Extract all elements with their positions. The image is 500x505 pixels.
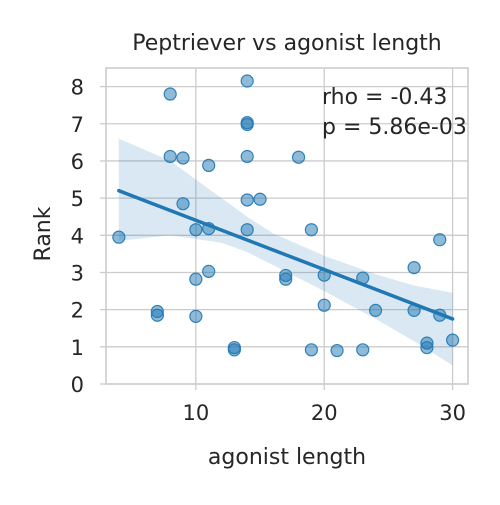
- data-point: [330, 343, 344, 358]
- data-point: [240, 149, 254, 164]
- data-point: [433, 233, 447, 247]
- y-tick-label: 8: [71, 76, 84, 100]
- plot-frame: [105, 67, 469, 385]
- data-point: [189, 272, 203, 286]
- y-tick-label: 0: [71, 373, 84, 397]
- data-point: [291, 150, 306, 164]
- rho-annotation: rho = -0.43: [322, 85, 447, 110]
- y-tick-label: 6: [71, 150, 84, 174]
- x-tick-label: 20: [311, 401, 338, 425]
- confidence-band-layer: [118, 138, 453, 366]
- data-point: [304, 343, 318, 357]
- data-point: [420, 340, 434, 355]
- x-tick-label: 30: [439, 401, 466, 425]
- data-point: [189, 309, 203, 323]
- data-point: [304, 223, 318, 237]
- y-tick-label: 3: [71, 261, 84, 285]
- data-point: [317, 298, 331, 312]
- data-point: [407, 261, 421, 275]
- y-axis-label: Rank: [31, 206, 56, 261]
- y-tick-label: 7: [71, 113, 84, 137]
- data-point: [240, 74, 254, 88]
- y-tick-label: 5: [71, 187, 84, 211]
- y-tick-label: 1: [71, 336, 84, 360]
- data-point: [279, 272, 293, 286]
- data-point: [240, 223, 254, 237]
- chart-title: Peptriever vs agonist length: [132, 31, 442, 56]
- y-tick-label: 2: [71, 299, 84, 323]
- grid: [106, 68, 468, 385]
- data-point: [253, 192, 267, 206]
- regression-line: [117, 188, 455, 321]
- x-tick-label: 10: [182, 401, 209, 425]
- y-tick-label: 4: [71, 224, 84, 248]
- data-point: [163, 149, 177, 164]
- data-point: [176, 197, 190, 211]
- points-layer: [112, 74, 460, 358]
- data-point: [202, 158, 216, 173]
- data-point: [150, 308, 164, 322]
- plot-area-border: [105, 67, 469, 385]
- ticks: 10 20 30 0 1 2 3 4 5 6 7 8: [71, 76, 466, 425]
- data-point: [176, 151, 190, 165]
- x-axis-label: agonist length: [208, 445, 366, 470]
- data-point: [202, 264, 216, 278]
- regression-layer: [117, 188, 455, 321]
- data-point: [240, 117, 254, 132]
- data-point: [356, 343, 370, 357]
- p-value-annotation: p = 5.86e-03: [322, 115, 467, 140]
- confidence-band: [118, 138, 453, 366]
- data-point: [240, 193, 254, 207]
- data-point: [227, 343, 241, 357]
- data-point: [163, 87, 177, 101]
- data-point: [112, 230, 126, 244]
- data-point: [445, 333, 460, 347]
- data-point: [189, 223, 203, 237]
- data-point: [368, 303, 383, 317]
